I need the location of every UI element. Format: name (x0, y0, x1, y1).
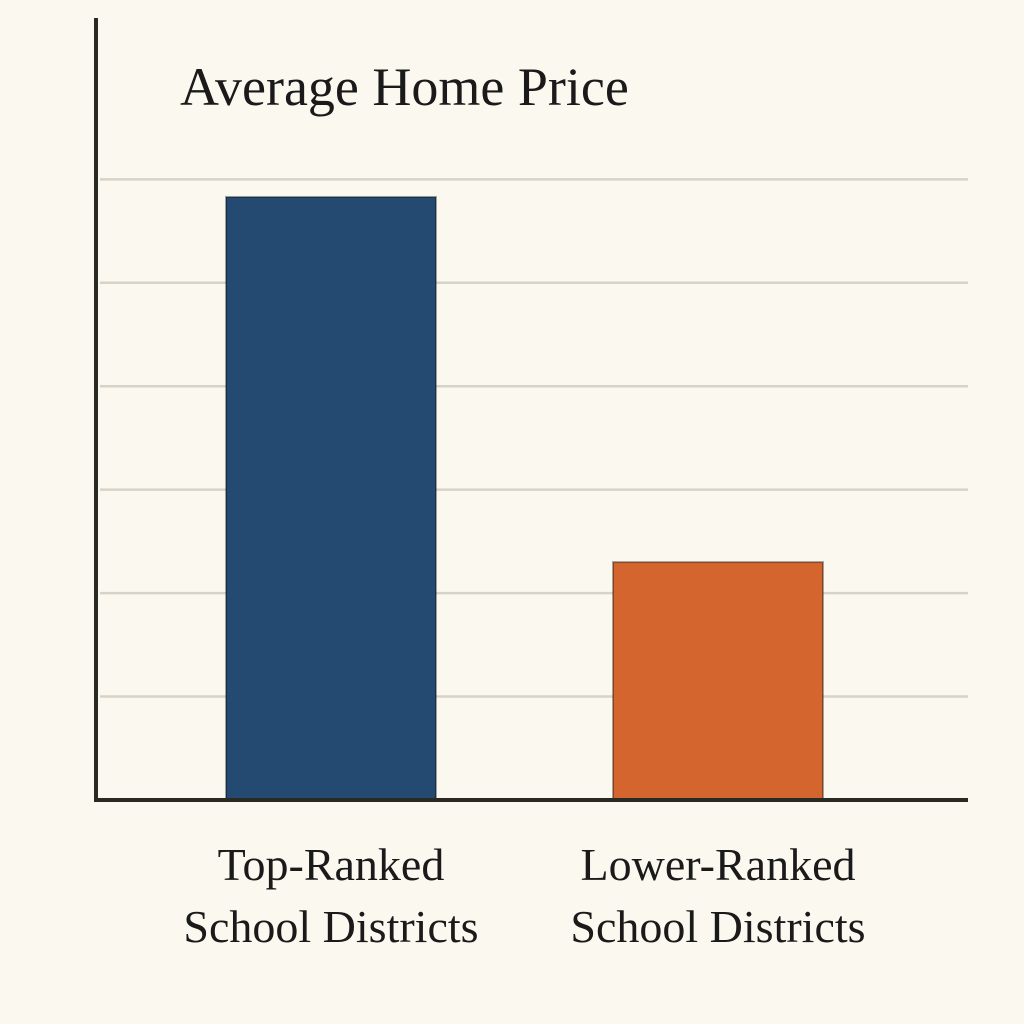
x-tick-label: Lower-Ranked School Districts (570, 839, 866, 952)
x-tick-label: Top-Ranked School Districts (183, 839, 479, 952)
bar (225, 195, 437, 802)
bar (612, 561, 824, 802)
chart-title: Average Home Price (180, 57, 629, 117)
